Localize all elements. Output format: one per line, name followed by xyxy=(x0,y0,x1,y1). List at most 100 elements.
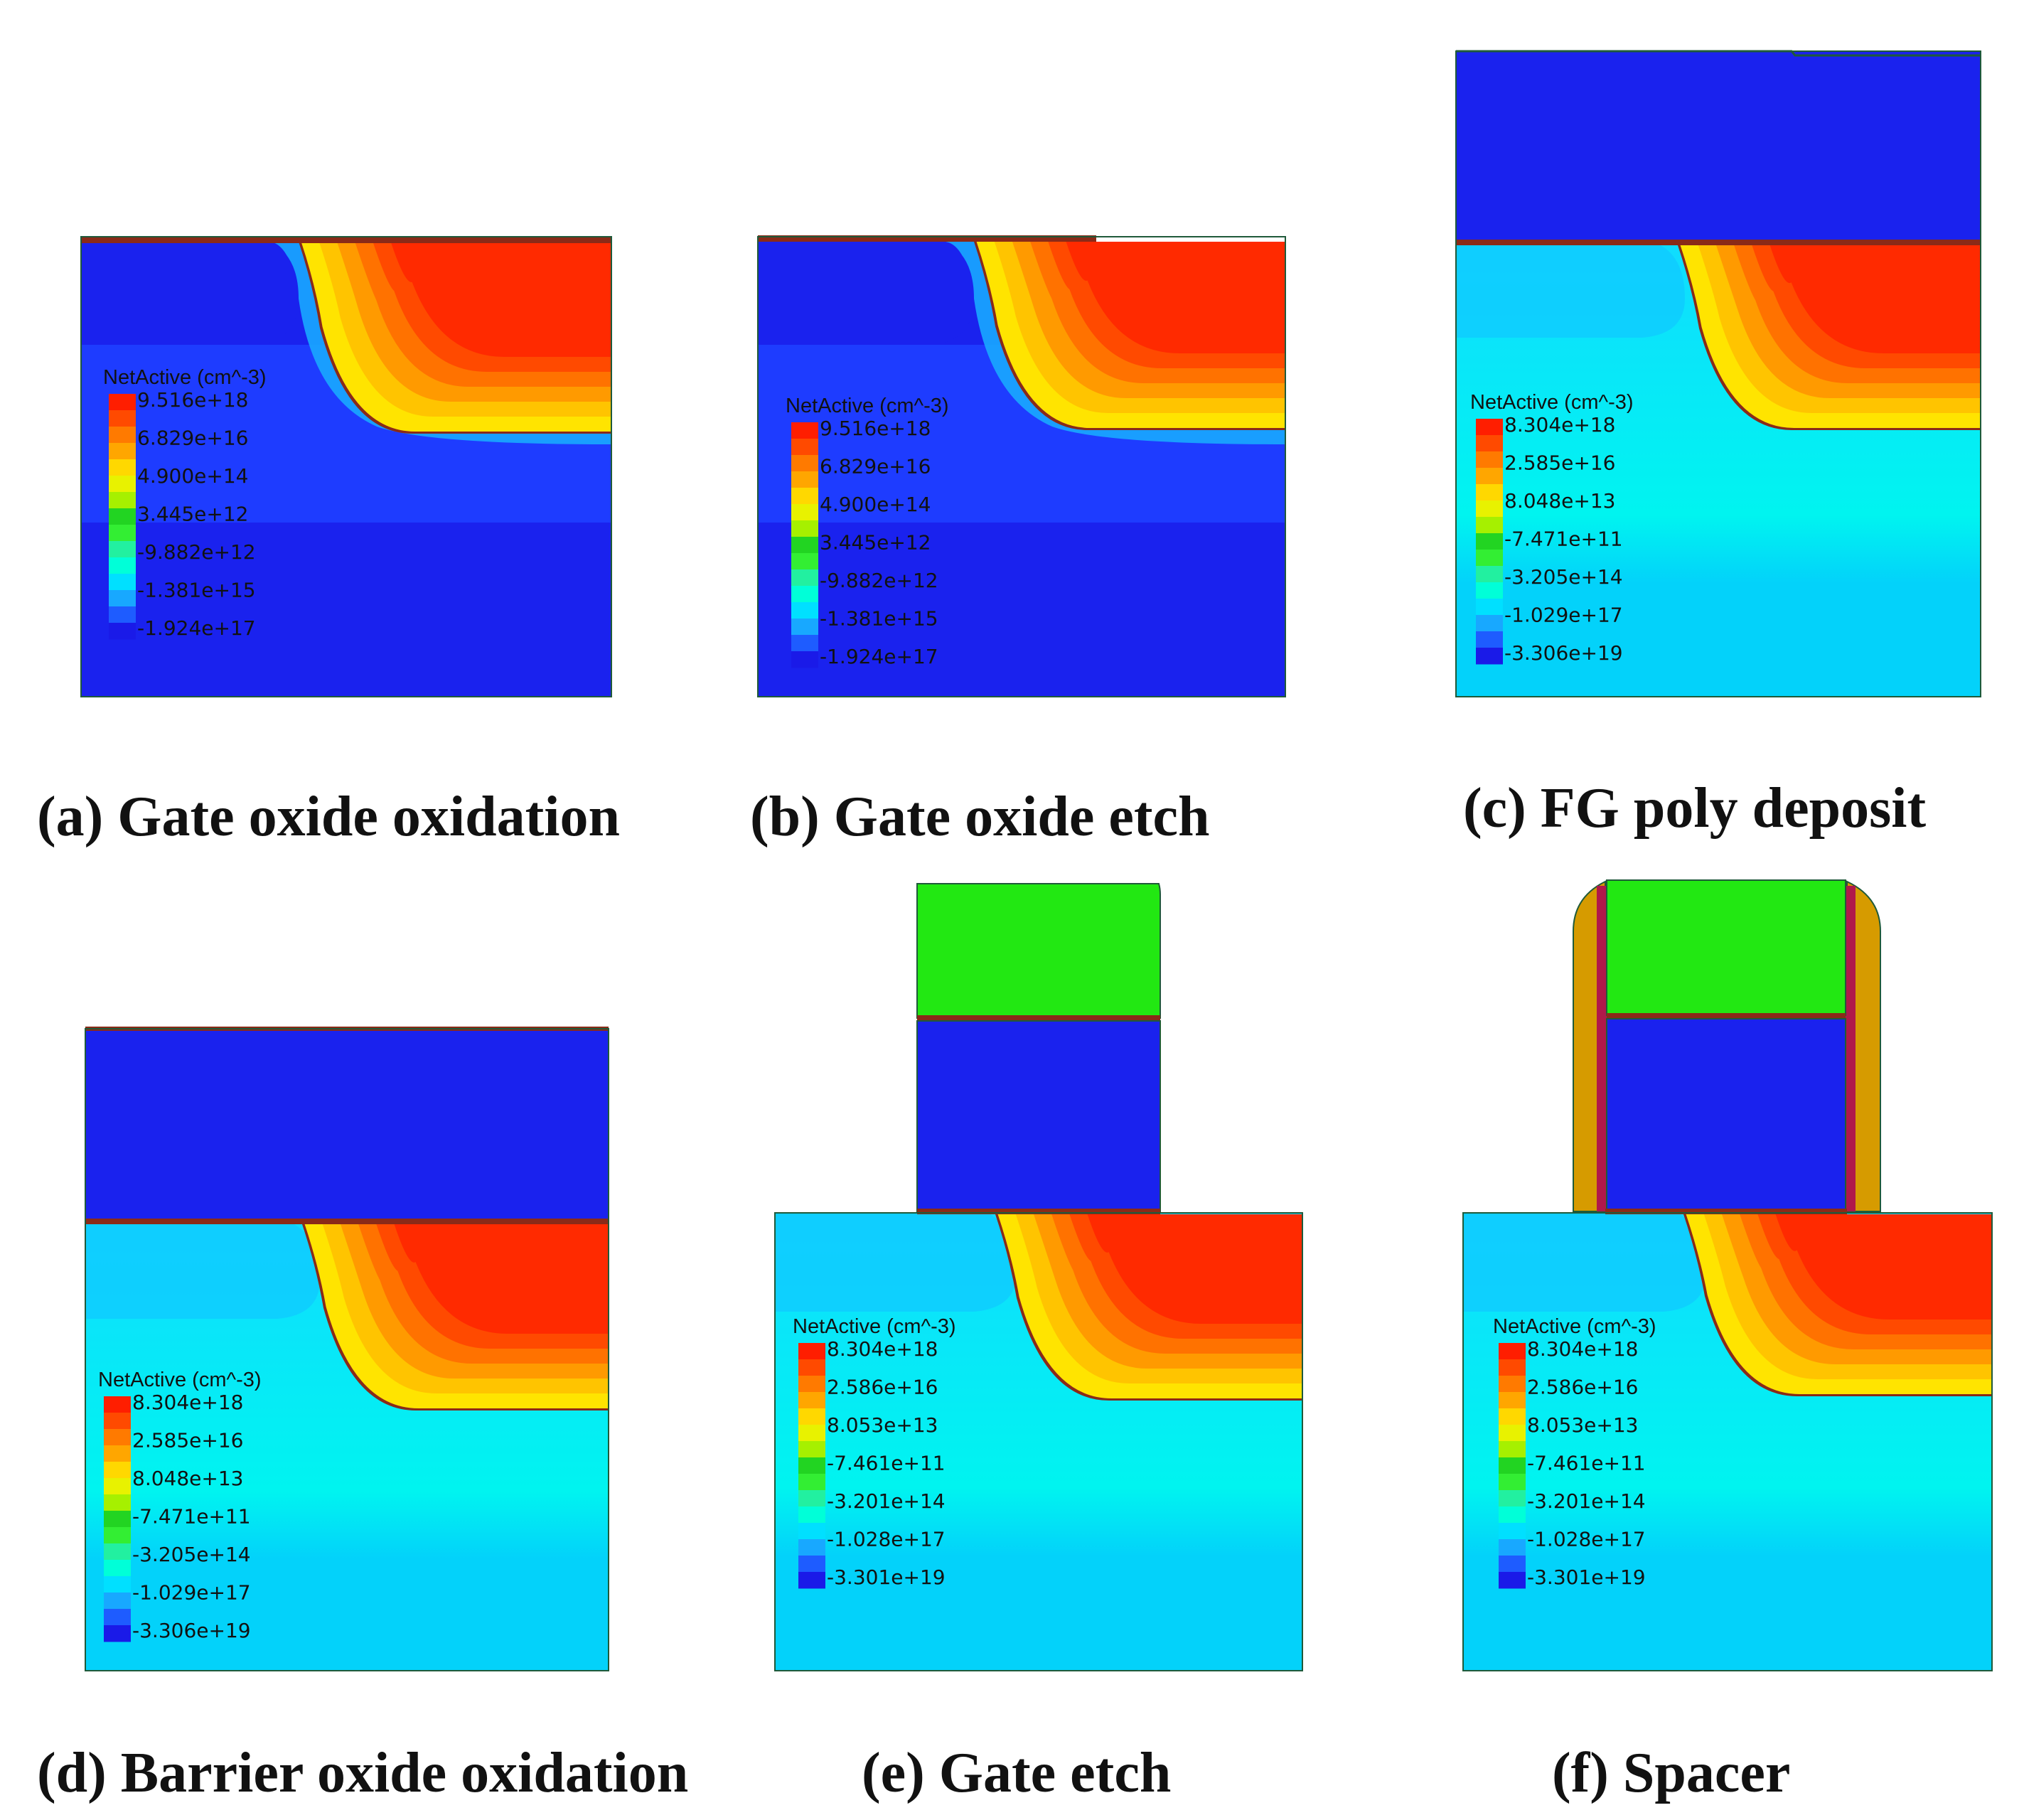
legend-color-swatch xyxy=(1499,1457,1526,1474)
legend-color-swatch xyxy=(798,1556,825,1573)
legend-color-swatch xyxy=(1476,484,1503,501)
legend-color-swatch xyxy=(1476,517,1503,534)
legend-color-swatch xyxy=(109,574,136,591)
legend-color-swatch xyxy=(791,422,818,439)
legend-tick-label: 8.048e+13 xyxy=(132,1467,243,1490)
legend-tick-label: 8.048e+13 xyxy=(1504,489,1615,513)
legend-color-swatch xyxy=(109,606,136,623)
panel-c: NetActive (cm^-3)8.304e+18 2.585e+16 8.048… xyxy=(1455,50,1981,840)
panel-outline xyxy=(80,236,612,697)
legend-color-swatch xyxy=(109,508,136,525)
legend-color-swatch xyxy=(798,1523,825,1540)
junction-contour-band xyxy=(1769,245,1981,353)
lightly-doped-pocket xyxy=(81,242,299,345)
barrier-oxide xyxy=(917,1015,1160,1021)
legend: NetActive (cm^-3)9.516e+18 6.829e+16 4.900… xyxy=(103,366,267,640)
legend-color-swatch xyxy=(1476,533,1503,550)
legend-color-swatch xyxy=(791,471,818,488)
legend-color-swatch xyxy=(1476,451,1503,469)
liner-right xyxy=(1846,886,1856,1211)
n-plus-junction xyxy=(299,242,611,434)
junction-contour-band xyxy=(1066,242,1285,353)
legend: NetActive (cm^-3)8.304e+18 2.586e+16 8.053… xyxy=(793,1315,956,1589)
legend-color-swatch xyxy=(791,602,818,619)
legend-color-swatch xyxy=(104,1625,131,1642)
legend-color-swatch xyxy=(109,443,136,460)
legend-color-swatch xyxy=(791,651,818,668)
legend-tick-label: -1.029e+17 xyxy=(1504,604,1623,627)
legend-tick-label: 6.829e+16 xyxy=(137,427,248,450)
legend-color-swatch xyxy=(798,1359,825,1376)
panel-b: NetActive (cm^-3)9.516e+18 6.829e+16 4.900… xyxy=(750,235,1286,848)
legend-color-swatch xyxy=(1499,1490,1526,1507)
legend-color-swatch xyxy=(1476,468,1503,485)
legend-color-swatch xyxy=(109,541,136,558)
fg-poly-layer xyxy=(1456,51,1981,243)
legend-color-swatch xyxy=(104,1576,131,1593)
legend-tick-label: 3.445e+12 xyxy=(137,503,248,526)
legend-color-swatch xyxy=(1476,582,1503,599)
legend-color-swatch xyxy=(104,1462,131,1479)
legend: NetActive (cm^-3)8.304e+18 2.585e+16 8.048… xyxy=(98,1369,262,1642)
panel-a: NetActive (cm^-3)9.516e+18 6.829e+16 4.900… xyxy=(37,236,620,848)
legend-color-swatch xyxy=(791,537,818,554)
legend-color-swatch xyxy=(798,1441,825,1458)
legend-tick-label: 3.445e+12 xyxy=(820,531,931,555)
gate-oxide-layer xyxy=(1456,240,1981,245)
panel-f: NetActive (cm^-3)8.304e+18 2.586e+16 8.053… xyxy=(1462,879,1993,1804)
legend-color-swatch xyxy=(798,1474,825,1491)
lightly-doped-pocket xyxy=(1463,1213,1706,1312)
gate-oxide-layer xyxy=(917,1209,1160,1214)
junction-contour-band xyxy=(394,1224,609,1334)
legend-tick-label: 8.304e+18 xyxy=(1527,1337,1638,1361)
lightly-doped-pocket xyxy=(85,1223,320,1319)
legend-tick-label: -1.924e+17 xyxy=(820,645,938,668)
legend-tick-label: 2.586e+16 xyxy=(1527,1376,1638,1399)
legend-title: NetActive (cm^-3) xyxy=(103,366,267,389)
legend-color-swatch xyxy=(1499,1474,1526,1491)
legend-title: NetActive (cm^-3) xyxy=(793,1315,956,1338)
legend-color-swatch xyxy=(1499,1506,1526,1524)
legend-color-swatch xyxy=(798,1572,825,1589)
legend-color-swatch xyxy=(791,504,818,521)
panel-outline xyxy=(757,236,1286,697)
legend-tick-label: -7.471e+11 xyxy=(132,1505,251,1529)
legend-color-swatch xyxy=(798,1376,825,1393)
legend-color-swatch xyxy=(1499,1539,1526,1556)
legend-color-swatch xyxy=(104,1511,131,1528)
legend-tick-label: 2.585e+16 xyxy=(1504,451,1615,475)
legend-color-swatch xyxy=(1476,550,1503,567)
legend-tick-label: 8.304e+18 xyxy=(1504,413,1615,437)
legend-tick-label: 9.516e+18 xyxy=(820,417,931,440)
legend-tick-label: -3.306e+19 xyxy=(132,1619,251,1642)
legend-color-swatch xyxy=(791,439,818,456)
legend-tick-label: -1.381e+15 xyxy=(820,607,938,631)
legend-tick-label: -3.205e+14 xyxy=(1504,565,1623,589)
legend-color-swatch xyxy=(109,492,136,509)
legend-title: NetActive (cm^-3) xyxy=(1493,1315,1656,1338)
legend-tick-label: -1.028e+17 xyxy=(1527,1528,1646,1551)
panel-caption: (b) Gate oxide etch xyxy=(750,786,1210,848)
gate-oxide-layer xyxy=(81,237,611,243)
legend-color-swatch xyxy=(1499,1376,1526,1393)
junction-contour-band xyxy=(390,242,611,357)
legend-color-swatch xyxy=(104,1478,131,1495)
legend-color-swatch xyxy=(1476,599,1503,616)
legend-tick-label: -9.882e+12 xyxy=(820,569,938,592)
floating-gate xyxy=(1606,1018,1846,1211)
legend-color-swatch xyxy=(1499,1392,1526,1409)
legend-tick-label: 2.586e+16 xyxy=(827,1376,938,1399)
legend-color-swatch xyxy=(109,476,136,493)
panel-caption: (f) Spacer xyxy=(1552,1742,1790,1804)
barrier-oxide xyxy=(1607,1013,1846,1019)
legend-color-swatch xyxy=(104,1413,131,1430)
control-gate xyxy=(1606,879,1846,1016)
legend-tick-label: -3.301e+19 xyxy=(1527,1565,1646,1589)
floating-gate xyxy=(916,1020,1161,1212)
legend-color-swatch xyxy=(1499,1523,1526,1540)
legend-color-swatch xyxy=(791,520,818,537)
legend: NetActive (cm^-3)8.304e+18 2.585e+16 8.048… xyxy=(1470,391,1634,665)
legend: NetActive (cm^-3)9.516e+18 6.829e+16 4.900… xyxy=(786,395,949,668)
liner-left xyxy=(1597,886,1607,1211)
legend-color-swatch xyxy=(798,1392,825,1409)
